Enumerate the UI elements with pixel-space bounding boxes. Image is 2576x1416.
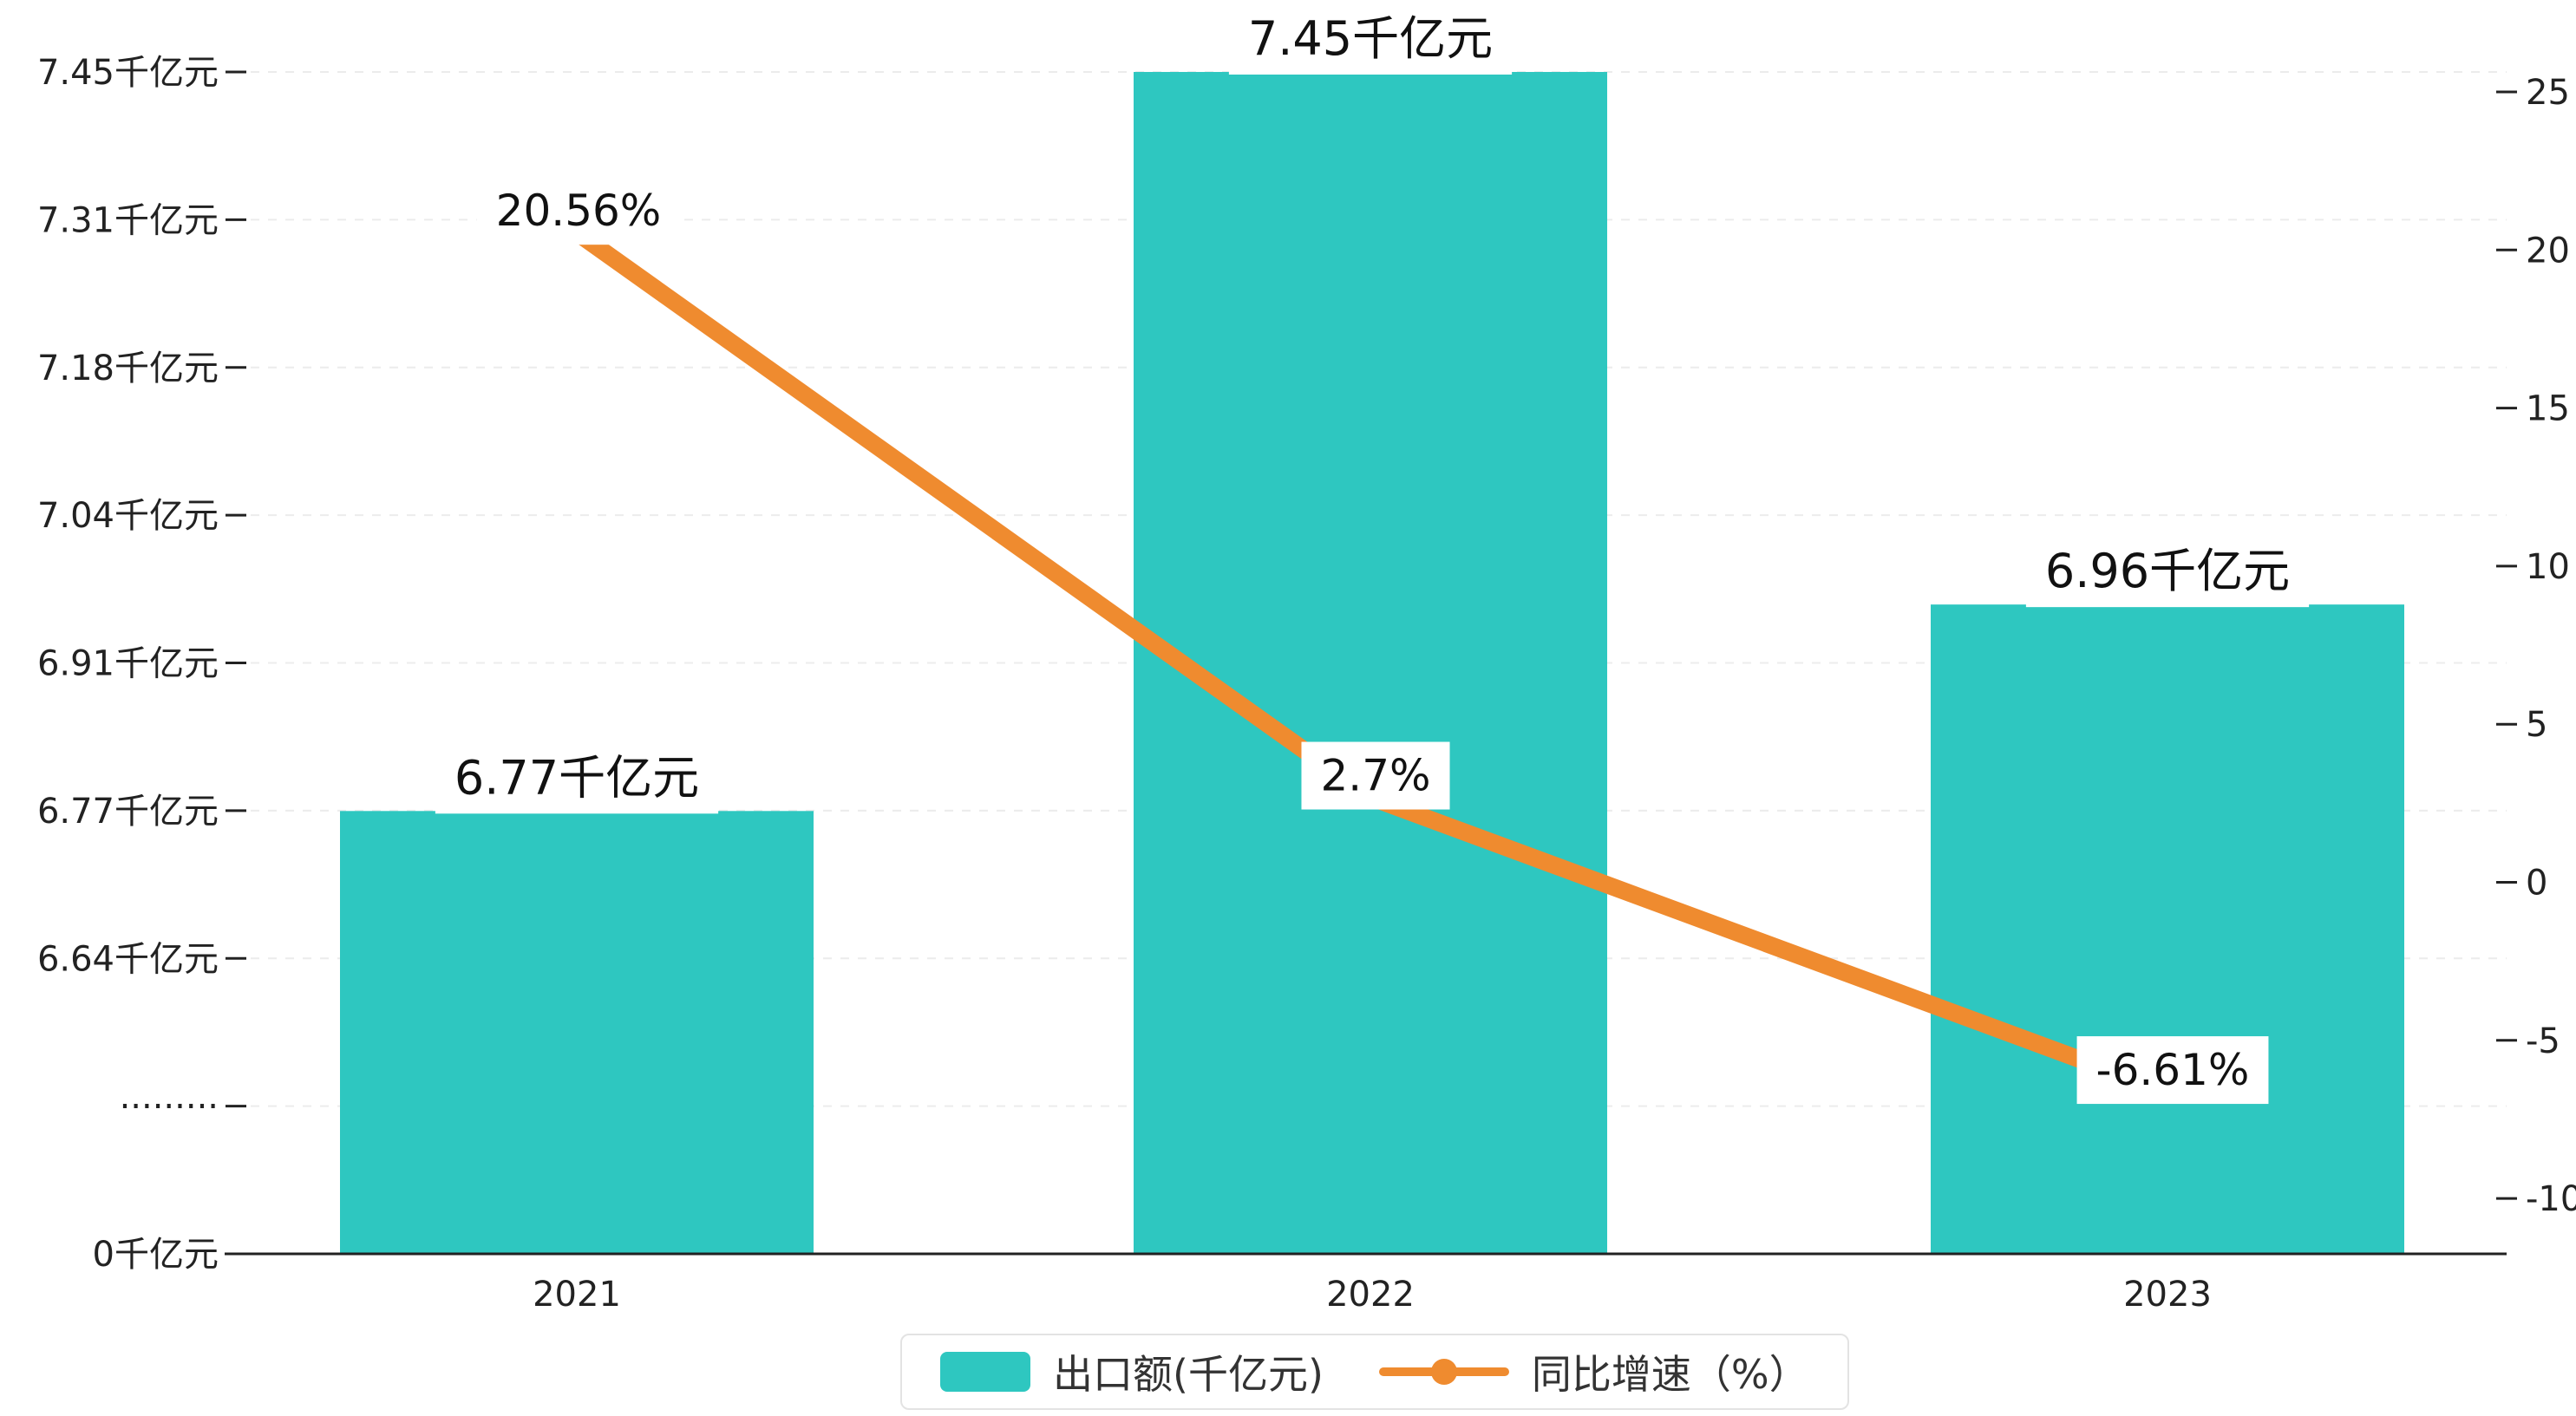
left-axis-label-4: 6.91千亿元 [37,644,219,684]
x-axis-label-2023: 2023 [2123,1275,2212,1315]
bar-label-2023-text: 6.96千亿元 [2045,544,2290,598]
x-axis-label-2021: 2021 [533,1275,621,1315]
right-axis-label-4: 5 [2526,705,2547,745]
left-axis-label-5: 6.77千亿元 [37,792,219,832]
right-axis-label-5: 0 [2526,864,2547,904]
left-axis-label-7: ········· [120,1087,219,1127]
right-axis-label-1: 20 [2526,231,2570,271]
growth-label-2023-text: -6.61% [2096,1045,2250,1095]
growth-label-2022-text: 2.7% [1320,751,1430,801]
bar-label-2023-bg [2025,535,2310,608]
left-axis-label-6: 6.64千亿元 [37,939,219,979]
right-axis-label-7: -10 [2526,1179,2576,1219]
left-axis-label-2: 7.18千亿元 [37,349,219,388]
bar-label-2022-bg [1228,2,1513,75]
left-axis-label-8: 0千亿元 [93,1235,219,1275]
bar-2023 [1931,604,2404,1254]
bar-2021 [340,811,814,1254]
legend-label-growth: 同比增速（%） [1531,1351,1809,1398]
right-axis-label-6: -5 [2526,1021,2560,1061]
line-series-swatch [1378,1359,1509,1385]
x-axis-label-2022: 2022 [1326,1275,1415,1315]
right-axis-label-3: 10 [2526,547,2570,587]
bar-label-2022-text: 7.45千亿元 [1248,11,1493,66]
growth-label-2023-bg [2076,1036,2269,1105]
legend-label-export: 出口额(千亿元) [1053,1351,1324,1398]
right-axis-label-0: 25 [2526,73,2570,113]
bar-2022 [1134,71,1607,1254]
right-axis-label-2: 15 [2526,389,2570,429]
legend-item-export[interactable]: 出口额(千亿元) [940,1343,1324,1400]
bar-label-2021-text: 6.77千亿元 [454,750,699,805]
growth-label-2021-bg [476,177,681,245]
left-axis-label-3: 7.04千亿元 [37,496,219,536]
bar-label-2021-bg [435,741,719,814]
left-axis-label-0: 7.45千亿元 [37,53,219,93]
line-series-dot [1430,1359,1457,1385]
left-axis-label-1: 7.31千亿元 [37,200,219,240]
legend-item-growth[interactable]: 同比增速（%） [1378,1343,1809,1400]
growth-label-2022-bg [1301,741,1450,810]
bar-series-swatch [940,1352,1030,1392]
legend: 出口额(千亿元) 同比增速（%） [900,1334,1849,1410]
growth-label-2021-text: 20.56% [496,186,662,236]
